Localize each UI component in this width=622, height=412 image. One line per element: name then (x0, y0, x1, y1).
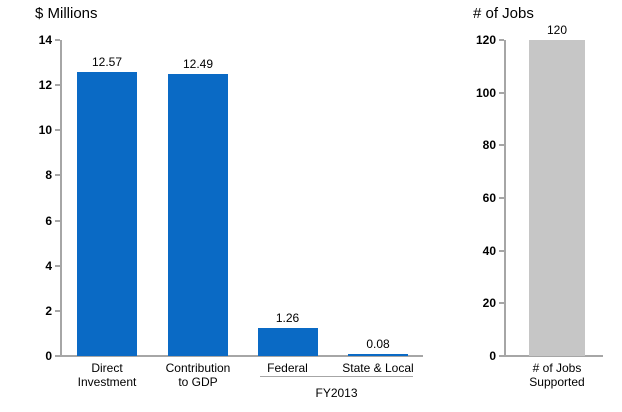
y-axis-tick (55, 309, 60, 312)
left-chart-title: $ Millions (35, 5, 98, 22)
y-axis-tick (55, 355, 60, 357)
category-label-line: Federal (267, 361, 308, 375)
y-axis-tick-label: 4 (45, 258, 52, 273)
y-axis-tick-label: 120 (475, 33, 496, 47)
category-label-contribution-to-gdp: Contribution to GDP (143, 361, 253, 389)
y-axis-tick (499, 355, 504, 357)
category-label-line: Supported (529, 375, 585, 389)
y-axis-tick (55, 219, 60, 222)
y-axis-tick (55, 39, 60, 41)
y-axis-tick-label: 0 (45, 349, 52, 363)
y-axis-tick-label: 0 (489, 349, 496, 363)
y-axis-tick (55, 129, 60, 132)
category-label-line: State & Local (342, 361, 414, 375)
y-axis-tick (499, 39, 504, 41)
category-label-of-jobs-supported: # of Jobs Supported (502, 361, 612, 389)
category-label-federal: Federal (233, 361, 343, 375)
y-axis-tick (55, 264, 60, 267)
y-axis-tick (55, 84, 60, 87)
x-axis-line (60, 355, 423, 357)
y-axis-tick (499, 249, 504, 252)
y-axis-tick-label: 10 (38, 123, 52, 138)
y-axis-tick-label: 8 (45, 168, 52, 183)
x-axis-line (504, 355, 603, 357)
left-chart-plot-area: 0 2 4 6 8 10 12 14 12.57 Direct Investment 12.49 Con… (39, 33, 423, 400)
bar-contribution-to-gdp (168, 74, 228, 356)
bar-federal (257, 327, 318, 356)
right-chart-plot-area: 0 20 40 60 80 100 120 120 # of Jobs Supported (476, 23, 603, 389)
y-axis-tick-label: 80 (482, 138, 496, 153)
y-axis-tick-label: 20 (482, 296, 496, 311)
y-axis-line (504, 40, 506, 356)
y-axis-tick (499, 91, 504, 94)
value-label-state-local: 0.08 (366, 337, 390, 352)
category-label-line: Contribution (165, 361, 231, 375)
x-axis-label: FY2013 (315, 386, 358, 400)
y-axis-tick-label: 12 (38, 78, 52, 93)
bar-state-local (348, 354, 408, 356)
value-label-direct-investment: 12.57 (91, 55, 123, 70)
y-axis-tick (499, 144, 504, 147)
category-label-line: to GDP (178, 375, 218, 389)
y-axis-tick (499, 302, 504, 305)
y-axis-tick (499, 197, 504, 199)
bar-of-jobs-supported (529, 40, 585, 356)
category-label-line: # of Jobs (532, 361, 582, 375)
category-label-state-local: State & Local (323, 361, 433, 375)
y-axis-tick-label: 60 (482, 191, 496, 205)
x-axis-group-line (260, 376, 413, 377)
category-label-direct-investment: Direct Investment (52, 361, 162, 389)
value-label-of-jobs-supported: 120 (546, 23, 568, 37)
y-axis-tick-label: 40 (482, 243, 496, 258)
y-axis-tick (55, 174, 60, 177)
y-axis-tick-label: 100 (475, 85, 496, 100)
right-chart-title: # of Jobs (473, 5, 534, 22)
category-label-line: Direct (91, 361, 123, 375)
value-label-federal: 1.26 (275, 310, 300, 325)
category-label-line: Investment (77, 375, 137, 389)
value-label-contribution-to-gdp: 12.49 (182, 57, 214, 72)
y-axis-tick-label: 14 (38, 33, 52, 47)
bar-direct-investment (77, 72, 137, 356)
y-axis-tick-label: 2 (45, 303, 52, 318)
y-axis-line (60, 40, 62, 356)
y-axis-tick-label: 6 (45, 213, 52, 228)
